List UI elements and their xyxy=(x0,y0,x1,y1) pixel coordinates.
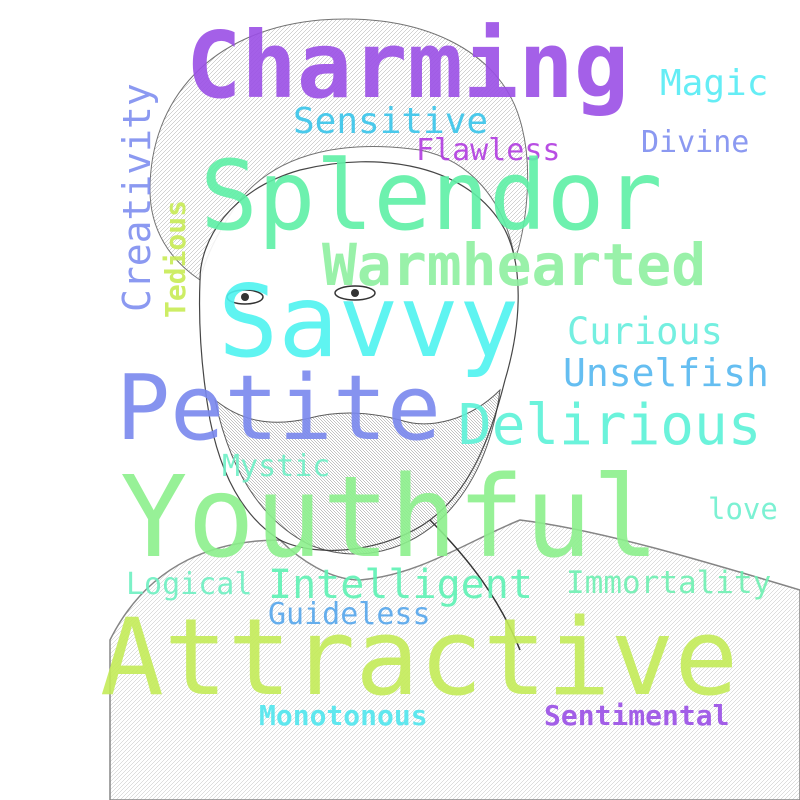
word-divine: Divine xyxy=(641,125,750,160)
word-splendor: Splendor xyxy=(200,140,663,252)
word-intelligent: Intelligent xyxy=(268,562,533,608)
word-unselfish: Unselfish xyxy=(563,351,769,395)
shoulder-sketch xyxy=(109,519,800,800)
word-savvy: Savvy xyxy=(218,263,520,380)
word-attractive: Attractive xyxy=(100,596,739,719)
word-guideless: Guideless xyxy=(268,597,431,632)
word-warmhearted: Warmhearted xyxy=(322,231,707,299)
word-tedious: Tedious xyxy=(159,199,192,318)
word-immortality: Immortality xyxy=(566,565,772,601)
word-logical: Logical xyxy=(126,567,253,602)
word-mystic: Mystic xyxy=(222,449,331,484)
word-sentimental: Sentimental xyxy=(544,699,730,732)
word-youthful: Youthful xyxy=(120,453,660,583)
word-curious: Curious xyxy=(567,310,723,353)
beard-sketch xyxy=(214,388,501,555)
word-petite: Petite xyxy=(116,356,442,461)
word-creativity: Creativity xyxy=(115,83,159,312)
word-charming: Charming xyxy=(186,12,630,119)
word-love: love xyxy=(708,492,778,526)
word-monotonous: Monotonous xyxy=(259,699,428,732)
word-magic: Magic xyxy=(660,63,769,104)
word-flawless: Flawless xyxy=(416,133,561,168)
word-delirious: Delirious xyxy=(458,393,762,458)
word-sensitive: Sensitive xyxy=(293,101,489,142)
